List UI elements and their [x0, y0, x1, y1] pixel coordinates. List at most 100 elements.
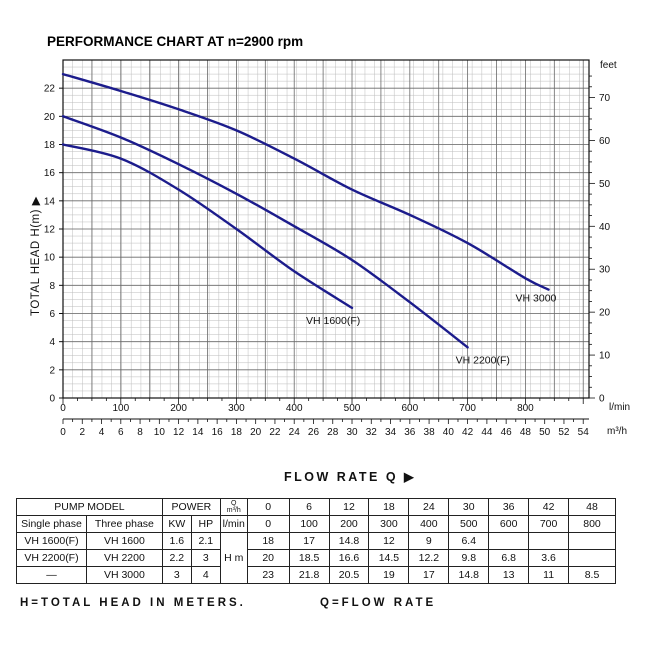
y-tick-label: 22: [44, 84, 56, 95]
table-cell: 100: [288, 515, 330, 533]
hm-header: H m: [219, 532, 248, 584]
table-cell: 9.8: [448, 549, 490, 567]
x-lmin-tick-label: 100: [112, 403, 129, 414]
table-cell: 700: [528, 515, 570, 533]
table-cell: 2.2: [161, 549, 192, 567]
table-cell: [528, 532, 570, 550]
x-m3h-tick-label: 26: [308, 427, 320, 438]
series-line: [61, 115, 469, 349]
x-lmin-tick-label: 600: [401, 403, 418, 414]
x-m3h-tick-label: 40: [443, 427, 455, 438]
x-m3h-tick-label: 0: [60, 427, 66, 438]
x-m3h-tick-label: 54: [578, 427, 590, 438]
table-cell: 23: [246, 566, 290, 584]
table-cell: 48: [568, 498, 616, 516]
series-line: [61, 143, 354, 310]
x-m3h-tick-label: 14: [192, 427, 204, 438]
table-cell: 4: [190, 566, 221, 584]
table-cell: 18: [246, 532, 290, 550]
x-m3h-tick-label: 28: [327, 427, 339, 438]
three-phase-header: Three phase: [85, 515, 163, 533]
x-m3h-tick-label: 32: [366, 427, 378, 438]
q-unit-label: m³/h: [226, 507, 241, 514]
table-cell: 36: [488, 498, 530, 516]
table-cell: 14.5: [368, 549, 410, 567]
table-cell: 12.2: [408, 549, 450, 567]
table-cell: 3: [161, 566, 192, 584]
x-unit-lmin: l/min: [609, 402, 630, 413]
x-m3h-tick-label: 22: [269, 427, 281, 438]
table-cell: 300: [368, 515, 410, 533]
table-row: VH 2200(F) VH 2200 2.2 3 20 18.5 16.6 14…: [16, 549, 616, 567]
table-cell: 400: [408, 515, 450, 533]
table-cell: 24: [408, 498, 450, 516]
x-m3h-tick-label: 20: [250, 427, 262, 438]
y-tick-label: 8: [49, 281, 55, 292]
chart-title: PERFORMANCE CHART AT n=2900 rpm: [47, 34, 303, 49]
table-cell: 3.6: [528, 549, 570, 567]
x-m3h-tick-label: 18: [231, 427, 243, 438]
table-cell: 16.6: [328, 549, 370, 567]
kw-header: KW: [161, 515, 192, 533]
q-label: Q: [231, 500, 237, 507]
table-cell: [488, 532, 530, 550]
x-m3h-tick-label: 36: [404, 427, 416, 438]
table-cell: 17: [408, 566, 450, 584]
y-feet-tick-label: 70: [599, 93, 611, 104]
x-m3h-tick-label: 24: [289, 427, 301, 438]
x-m3h-tick-label: 2: [79, 427, 85, 438]
x-m3h-tick-label: 42: [462, 427, 474, 438]
y-tick-label: 20: [44, 112, 56, 123]
table-row: VH 1600(F) VH 1600 1.6 2.1 H m 18 17 14.…: [16, 532, 616, 584]
y-feet-tick-label: 20: [599, 308, 611, 319]
chart-grid: [62, 59, 590, 399]
power-header: POWER: [161, 498, 221, 516]
x-m3h-tick-label: 52: [558, 427, 570, 438]
y-feet-tick-label: 40: [599, 222, 611, 233]
y-tick-label: 10: [44, 253, 56, 264]
table-cell: VH 3000: [85, 566, 163, 584]
x-lmin-tick-label: 0: [60, 403, 66, 414]
pump-model-header: PUMP MODEL: [16, 498, 163, 516]
x-m3h-tick-label: 38: [424, 427, 436, 438]
table-cell: 18: [368, 498, 410, 516]
table-cell: 20: [246, 549, 290, 567]
table-cell: 20.5: [328, 566, 370, 584]
table-cell: VH 1600: [85, 532, 163, 550]
x-lmin-tick-label: 200: [170, 403, 187, 414]
lmin-header: l/min: [219, 515, 248, 533]
table-cell: 17: [288, 532, 330, 550]
y-tick-label: 14: [44, 196, 56, 207]
x-axis-title: FLOW RATE Q ▶: [284, 470, 416, 484]
series-label: VH 2200(F): [456, 354, 510, 366]
y-axis-title: TOTAL HEAD H(m) ▶: [30, 195, 42, 316]
table-cell: 8.5: [568, 566, 616, 584]
table-cell: 14.8: [328, 532, 370, 550]
x-m3h-tick-label: 16: [212, 427, 224, 438]
table-cell: 6: [288, 498, 330, 516]
table-cell: 19: [368, 566, 410, 584]
x-m3h-tick-label: 46: [501, 427, 513, 438]
series-label: VH 1600(F): [306, 315, 360, 327]
table-cell: 800: [568, 515, 616, 533]
x-lmin-tick-label: 700: [459, 403, 476, 414]
y-feet-tick-label: 30: [599, 265, 611, 276]
footer-flow-legend: Q=FLOW RATE: [320, 597, 437, 609]
table-cell: [568, 532, 616, 550]
x-m3h-tick-label: 10: [154, 427, 166, 438]
y-feet-tick-label: 0: [599, 394, 605, 405]
single-phase-header: Single phase: [16, 515, 87, 533]
table-cell: 12: [328, 498, 370, 516]
table-cell: 21.8: [288, 566, 330, 584]
y-tick-label: 0: [49, 394, 55, 405]
chart-series: VH 1600(F) VH 2200(F) VH 3000: [61, 72, 557, 366]
table-cell: —: [16, 566, 87, 584]
table-cell: 1.6: [161, 532, 192, 550]
x-m3h-tick-label: 34: [385, 427, 397, 438]
y-tick-label: 6: [49, 309, 55, 320]
table-cell: 200: [328, 515, 370, 533]
table-cell: 12: [368, 532, 410, 550]
y-tick-label: 12: [44, 225, 56, 236]
